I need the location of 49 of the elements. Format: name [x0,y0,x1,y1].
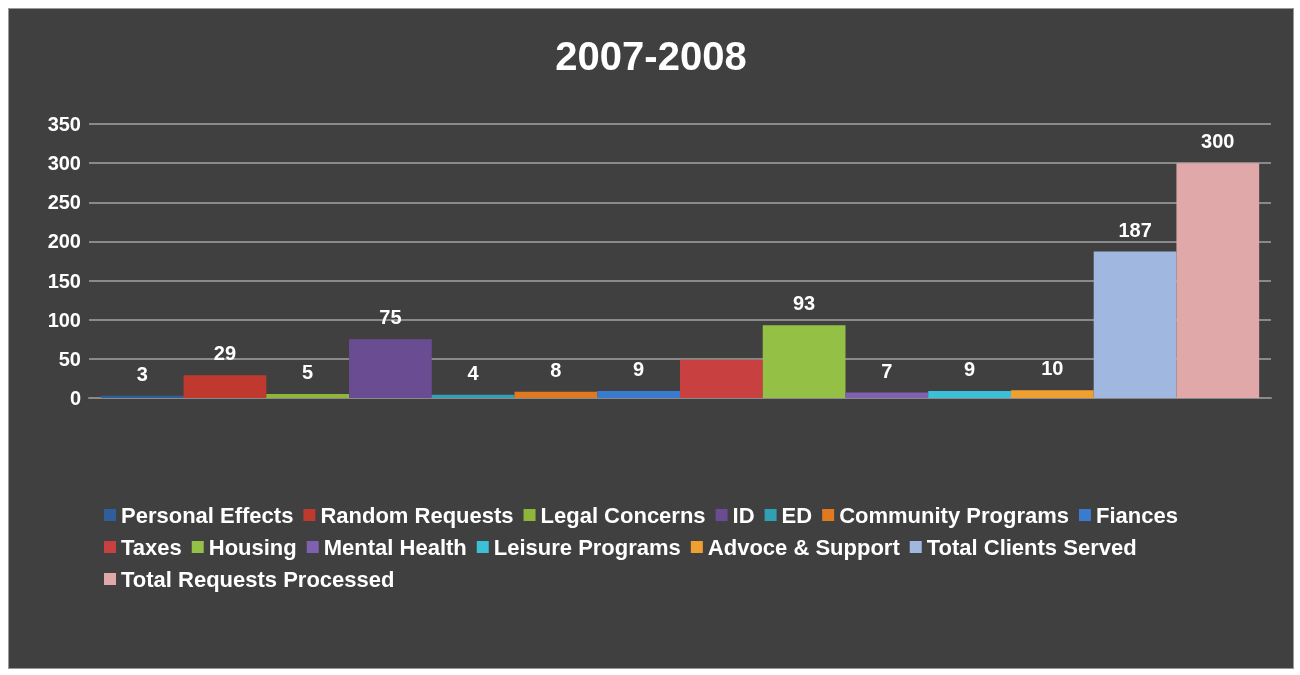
y-tick-label: 300 [47,152,81,175]
bar [183,375,267,398]
legend-label: Random Requests [320,502,514,528]
y-tick-label: 200 [47,230,81,253]
legend-label: Mental Health [323,534,467,560]
legend-label: Fiances [1095,502,1178,528]
bar [349,339,432,398]
data-label: 9 [633,357,645,380]
legend-label: ID [732,502,755,528]
data-label: 300 [1201,130,1235,153]
data-label: 93 [792,292,816,315]
legend-label: ED [781,502,813,528]
bar [928,390,1011,398]
bar [266,394,350,398]
data-label: 9 [964,357,976,380]
bar [680,359,763,398]
legend-label: Total Requests Processed [121,566,395,592]
legend-label: Taxes [121,534,182,560]
bar [597,390,680,398]
y-tick-label: 150 [47,269,81,292]
data-label: 10 [1041,357,1064,380]
legend-label: Housing [208,534,297,560]
y-tick-label: 0 [69,387,81,409]
y-tick-label: 100 [47,308,81,331]
y-tick-label: 250 [47,191,81,214]
data-label: 3 [136,362,148,385]
legend-label: Total Clients Served [926,534,1137,560]
data-label: 8 [550,358,562,381]
data-label: 75 [379,306,402,329]
y-tick-label: 350 [47,113,81,135]
bar [1176,163,1260,398]
data-label: 187 [1118,218,1152,241]
bar [431,394,515,398]
data-label: 29 [213,342,237,365]
data-label: 4 [467,361,480,384]
bar [514,391,598,398]
data-label: 7 [881,359,893,382]
bar [762,325,846,398]
legend-label: Legal Concerns [540,502,706,528]
chart-title: 2007-2008 [555,34,747,78]
y-tick-label: 50 [58,347,81,370]
data-label: 5 [302,361,314,384]
legend-label: Personal Effects [121,502,294,528]
legend-label: Community Programs [839,502,1069,528]
bar [845,392,929,398]
bar [1093,251,1177,398]
legend-label: Advoce & Support [707,534,901,560]
bar [1010,390,1094,398]
legend-label: Leisure Programs [493,534,681,560]
